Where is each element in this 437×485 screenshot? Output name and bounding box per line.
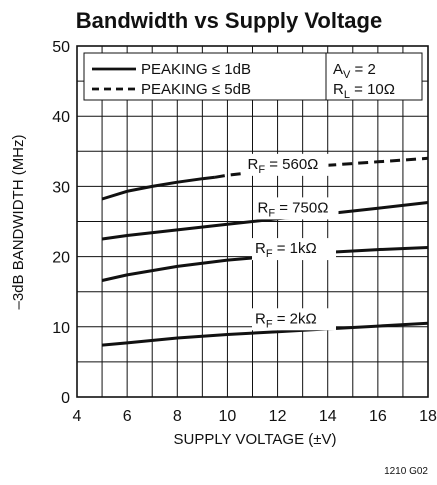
- x-tick-label: 4: [73, 408, 82, 425]
- x-tick-label: 6: [123, 408, 132, 425]
- x-tick-label: 10: [219, 408, 237, 425]
- series-label: RF = 560Ω: [247, 156, 318, 176]
- series-label-bg: [254, 197, 339, 220]
- chart-title: Bandwidth vs Supply Voltage: [76, 8, 382, 33]
- x-tick-label: 16: [369, 408, 387, 425]
- y-tick-label: 30: [52, 179, 70, 196]
- legend-entry-solid: PEAKING ≤ 1dB: [141, 61, 251, 78]
- x-tick-label: 18: [419, 408, 437, 425]
- x-axis-ticks: 4 6 8 10 12 14 16 18: [73, 408, 437, 425]
- y-tick-label: 40: [52, 109, 70, 126]
- series-label-bg: [244, 153, 329, 176]
- y-tick-label: 20: [52, 250, 70, 267]
- plot-frame: [76, 45, 429, 398]
- y-axis-ticks: 0 10 20 30 40 50: [52, 39, 70, 407]
- series-label-bg: [252, 238, 337, 261]
- series-label: RF = 2kΩ: [255, 310, 317, 330]
- x-tick-label: 14: [319, 408, 337, 425]
- y-tick-label: 0: [61, 390, 70, 407]
- series-line-1-solid: [101, 201, 429, 241]
- figure-id: 1210 G02: [384, 466, 428, 477]
- x-tick-label: 8: [173, 408, 182, 425]
- y-tick-label: 50: [52, 39, 70, 56]
- series-line-0-solid: [101, 175, 216, 201]
- x-axis-label: SUPPLY VOLTAGE (±V): [173, 431, 336, 448]
- condition-gain: AV = 2: [333, 61, 376, 81]
- condition-load: RL = 10Ω: [333, 81, 395, 101]
- y-axis-label: –3dB BANDWIDTH (MHz): [10, 134, 27, 309]
- series-line-3-solid: [101, 321, 429, 347]
- x-tick-label: 12: [269, 408, 287, 425]
- series-labels: RF = 560Ω RF = 750Ω RF = 1kΩ RF = 2kΩ: [244, 153, 339, 331]
- series-label-bg: [252, 308, 337, 331]
- series-label: RF = 1kΩ: [255, 240, 317, 260]
- legend-entry-dashed: PEAKING ≤ 5dB: [141, 81, 251, 98]
- y-tick-label: 10: [52, 320, 70, 337]
- legend-box: [83, 52, 423, 101]
- legend: PEAKING ≤ 1dB PEAKING ≤ 5dB AV = 2 RL = …: [83, 52, 423, 101]
- series-label: RF = 750Ω: [258, 199, 329, 219]
